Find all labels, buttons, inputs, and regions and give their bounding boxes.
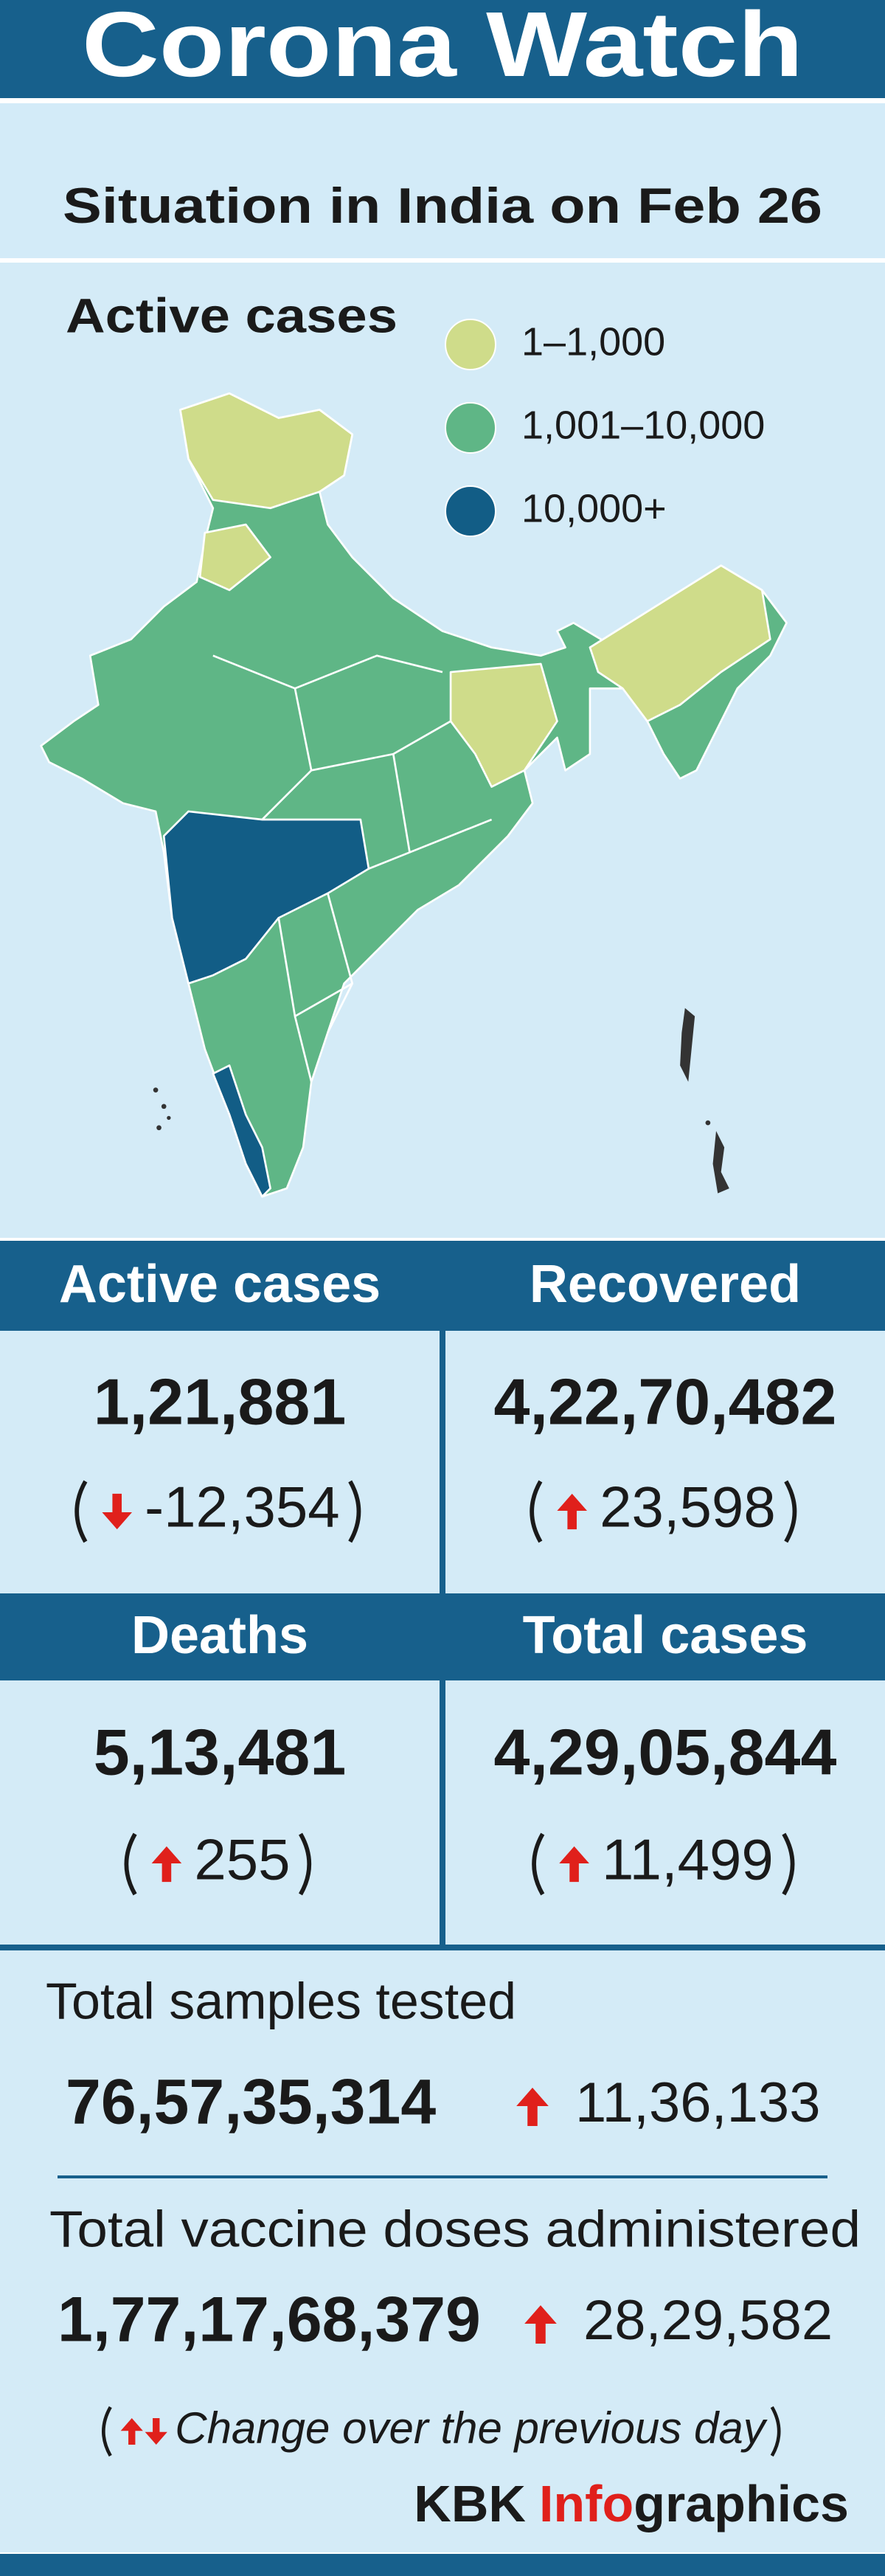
stat-label: Recovered: [530, 1255, 801, 1314]
map-region: [162, 810, 370, 985]
change-value: 11,499: [602, 1827, 774, 1892]
legend-label: 10,000+: [521, 486, 667, 530]
total-label: Total samples tested: [46, 1972, 516, 2029]
change-arrow: [557, 1493, 588, 1530]
change-value: 255: [194, 1827, 290, 1892]
stat-value: 1,21,881: [94, 1365, 347, 1438]
change-arrow: [102, 1493, 133, 1530]
open-paren: [74, 1480, 88, 1543]
bottom-bar: [0, 2554, 885, 2576]
change-value: -12,354: [145, 1475, 340, 1540]
change-arrow: [145, 2418, 167, 2445]
total-value: 1,77,17,68,379: [58, 2285, 481, 2355]
credit-highlight: Info: [539, 2475, 634, 2532]
total-change: 28,29,582: [583, 2289, 833, 2352]
open-paren: [532, 1832, 545, 1896]
stat-value: 4,22,70,482: [494, 1365, 837, 1438]
change-arrow: [516, 2088, 549, 2126]
india-map: [40, 392, 788, 1198]
stat-value: 4,29,05,844: [494, 1715, 837, 1788]
stats-divider: [0, 1945, 885, 1950]
footer-note: Change over the previous day: [175, 2403, 768, 2453]
close-paren: [782, 1832, 795, 1896]
legend-swatch: [445, 402, 496, 454]
open-paren: [124, 1832, 137, 1896]
open-paren: [530, 1480, 543, 1543]
map-region: [198, 523, 271, 592]
change-value: 23,598: [600, 1475, 776, 1540]
state-border: [212, 654, 493, 1082]
total-value: 76,57,35,314: [66, 2067, 436, 2138]
close-paren: [348, 1480, 361, 1543]
map-title: Active cases: [66, 288, 398, 342]
credit-suffix: graphics: [634, 2475, 849, 2532]
change-arrow: [524, 2305, 557, 2344]
credit: KBK Infographics: [414, 2475, 849, 2532]
totals-panel: [0, 1950, 885, 2552]
legend-label: 1,001–10,000: [521, 403, 765, 447]
total-change: 11,36,133: [575, 2071, 820, 2134]
subtitle-band: [0, 103, 885, 258]
map-region: [179, 392, 354, 510]
close-paren: [770, 2406, 781, 2457]
title-band: [0, 0, 885, 98]
close-paren: [784, 1480, 797, 1543]
subtitle: Situation in India on Feb 26: [63, 178, 822, 234]
stats-divider: [440, 1241, 445, 1947]
total-label: Total vaccine doses administered: [49, 2200, 861, 2257]
map-region: [40, 392, 788, 1198]
close-paren: [299, 1832, 312, 1896]
stat-label: Active cases: [59, 1255, 381, 1314]
title: Corona Watch: [82, 0, 803, 96]
stat-label: Total cases: [523, 1606, 808, 1665]
map-region: [212, 1064, 271, 1198]
credit-prefix: KBK: [414, 2475, 526, 2532]
legend-swatch: [445, 485, 496, 537]
change-arrow: [151, 1846, 182, 1883]
legend-label: 1–1,000: [521, 319, 665, 364]
map-region: [449, 662, 558, 788]
legend-swatch: [445, 319, 496, 370]
change-arrow: [120, 2418, 143, 2445]
totals-divider: [58, 2175, 827, 2178]
islands: [153, 1008, 729, 1194]
map-region: [589, 564, 771, 723]
stat-label: Deaths: [131, 1606, 308, 1665]
change-arrow: [559, 1846, 589, 1883]
stat-value: 5,13,481: [94, 1715, 347, 1788]
open-paren: [102, 2406, 112, 2457]
